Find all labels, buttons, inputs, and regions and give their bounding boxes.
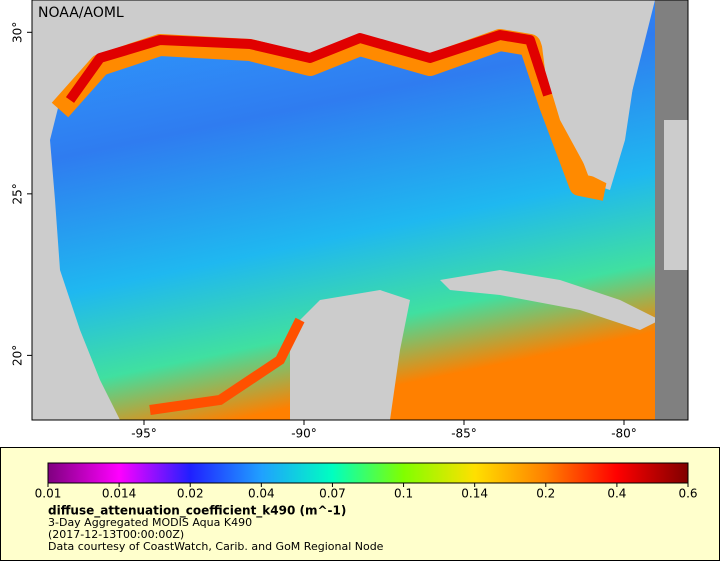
x-tick-label: -80° — [611, 427, 637, 441]
cuba — [440, 270, 660, 330]
colorbar-tick-label: 0.4 — [607, 487, 626, 501]
colorbar — [47, 462, 689, 484]
colorbar-tick-label: 0.1 — [394, 487, 413, 501]
coastal-band — [51, 29, 608, 201]
colorbar-title: diffuse_attenuation_coefficient_k490 (m^… — [48, 504, 346, 519]
x-tick-label: -95° — [131, 427, 157, 441]
yucatan — [290, 290, 410, 420]
map-area — [32, 0, 688, 420]
subtitle: 3-Day Aggregated MODIS Aqua K490 — [48, 516, 252, 529]
x-tick-label: -85° — [451, 427, 477, 441]
colorbar-tick-label: 0.014 — [102, 487, 136, 501]
bahamas — [664, 120, 688, 270]
colorbar-tick-label: 0.07 — [319, 487, 346, 501]
colorbar-tick-label: 0.14 — [461, 487, 488, 501]
credit: Data courtesy of CoastWatch, Carib. and … — [48, 540, 384, 553]
colorbar-ticks: 0.01 0.014 0.02 0.04 0.07 0.1 0.14 0.2 0.4 0.6 — [35, 483, 698, 501]
colorbar-tick-label: 0.01 — [35, 487, 62, 501]
y-tick-label: 25° — [11, 183, 25, 204]
date: (2017-12-13T00:00:00Z) — [48, 528, 184, 541]
colorbar-tick-label: 0.02 — [177, 487, 204, 501]
y-tick-label: 20° — [11, 345, 25, 366]
x-tick-label: -90° — [291, 427, 317, 441]
map-frame — [31, 0, 689, 421]
ocean — [50, 0, 655, 420]
florida — [540, 0, 655, 185]
watermark: NOAA/AOML — [38, 5, 124, 21]
axis-ticks: -95° -90° -85° -80° 20° 25° 30° — [11, 22, 637, 441]
y-tick-label: 30° — [11, 22, 25, 43]
colorbar-tick-label: 0.04 — [248, 487, 275, 501]
colorbar-tick-label: 0.6 — [678, 487, 697, 501]
colorbar-tick-label: 0.2 — [536, 487, 555, 501]
coastal-band-red — [65, 30, 553, 103]
yucatan-coast — [149, 317, 305, 415]
